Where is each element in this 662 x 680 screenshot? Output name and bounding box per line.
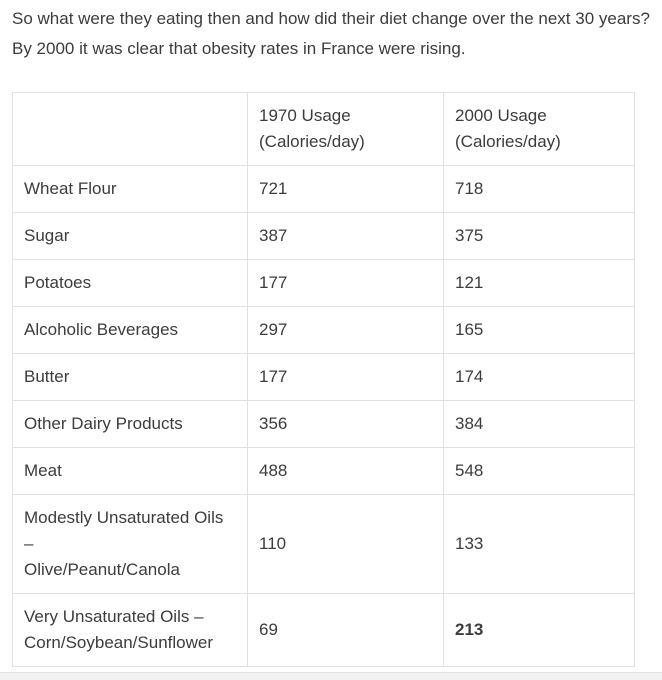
table-row: Meat 488 548 [12, 447, 635, 495]
usage-1970-value: 177 [247, 259, 444, 307]
usage-2000-value: 384 [443, 400, 635, 448]
usage-1970-value: 69 [247, 593, 444, 667]
usage-2000-value: 548 [443, 447, 635, 495]
table-row: Modestly Unsaturated Oils – Olive/Peanut… [12, 494, 635, 594]
food-label: Modestly Unsaturated Oils – Olive/Peanut… [12, 494, 248, 594]
food-label: Butter [12, 353, 248, 401]
table-row: Sugar 387 375 [12, 212, 635, 260]
table-row: Very Unsaturated Oils – Corn/Soybean/Sun… [12, 593, 635, 667]
next-section-edge [0, 672, 662, 680]
food-label: Other Dairy Products [12, 400, 248, 448]
food-label: Potatoes [12, 259, 248, 307]
usage-2000-value: 121 [443, 259, 635, 307]
column-header-2000-usage: 2000 Usage (Calories/day) [443, 92, 635, 166]
usage-2000-value: 213 [443, 593, 635, 667]
usage-1970-value: 356 [247, 400, 444, 448]
table-header-row: 1970 Usage (Calories/day) 2000 Usage (Ca… [12, 92, 635, 166]
column-header-1970-usage: 1970 Usage (Calories/day) [247, 92, 444, 166]
food-label: Meat [12, 447, 248, 495]
table-row: Other Dairy Products 356 384 [12, 400, 635, 448]
food-label: Wheat Flour [12, 165, 248, 213]
usage-1970-value: 110 [247, 494, 444, 594]
usage-1970-value: 297 [247, 306, 444, 354]
usage-1970-value: 177 [247, 353, 444, 401]
table-row: Potatoes 177 121 [12, 259, 635, 307]
diet-usage-table: 1970 Usage (Calories/day) 2000 Usage (Ca… [12, 92, 635, 667]
usage-2000-value: 165 [443, 306, 635, 354]
usage-2000-value: 174 [443, 353, 635, 401]
table-row: Alcoholic Beverages 297 165 [12, 306, 635, 354]
usage-1970-value: 721 [247, 165, 444, 213]
food-label: Very Unsaturated Oils – Corn/Soybean/Sun… [12, 593, 248, 667]
food-label: Alcoholic Beverages [12, 306, 248, 354]
table-row: Wheat Flour 721 718 [12, 165, 635, 213]
column-header-food [12, 92, 248, 166]
usage-2000-value: 718 [443, 165, 635, 213]
usage-1970-value: 387 [247, 212, 444, 260]
usage-2000-value: 375 [443, 212, 635, 260]
usage-2000-value: 133 [443, 494, 635, 594]
intro-paragraph: So what were they eating then and how di… [12, 9, 650, 58]
usage-1970-value: 488 [247, 447, 444, 495]
food-label: Sugar [12, 212, 248, 260]
table-row: Butter 177 174 [12, 353, 635, 401]
